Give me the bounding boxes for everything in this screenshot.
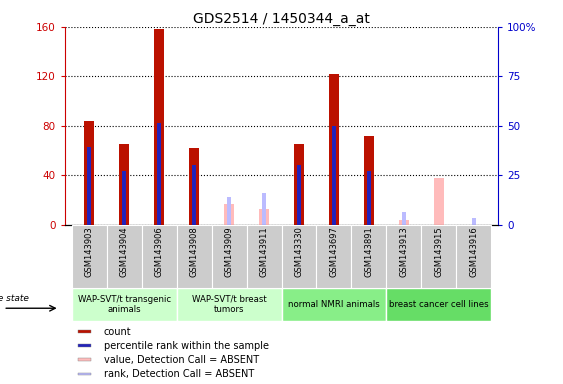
Title: GDS2514 / 1450344_a_at: GDS2514 / 1450344_a_at bbox=[193, 12, 370, 26]
Bar bbox=[192, 166, 196, 225]
Text: count: count bbox=[104, 327, 131, 337]
Bar bbox=[262, 192, 266, 225]
Bar bbox=[399, 220, 409, 225]
Text: GSM143915: GSM143915 bbox=[434, 227, 443, 277]
Bar bbox=[227, 197, 231, 225]
Text: value, Detection Call = ABSENT: value, Detection Call = ABSENT bbox=[104, 355, 259, 365]
Text: rank, Detection Call = ABSENT: rank, Detection Call = ABSENT bbox=[104, 369, 254, 379]
Bar bbox=[87, 147, 91, 225]
Text: GSM143330: GSM143330 bbox=[294, 227, 303, 277]
Bar bbox=[386, 225, 421, 288]
Bar bbox=[177, 288, 282, 321]
Bar bbox=[142, 225, 177, 288]
Bar bbox=[259, 209, 269, 225]
Bar bbox=[316, 225, 351, 288]
Bar bbox=[72, 225, 107, 288]
Bar bbox=[78, 331, 91, 333]
Text: GSM143697: GSM143697 bbox=[329, 227, 338, 277]
Text: GSM143904: GSM143904 bbox=[120, 227, 129, 277]
Bar bbox=[177, 225, 212, 288]
Bar bbox=[282, 225, 316, 288]
Text: WAP-SVT/t breast
tumors: WAP-SVT/t breast tumors bbox=[191, 295, 266, 314]
Bar bbox=[224, 204, 234, 225]
Bar bbox=[212, 225, 247, 288]
Text: GSM143906: GSM143906 bbox=[155, 227, 164, 277]
Text: disease state: disease state bbox=[0, 294, 29, 303]
Text: percentile rank within the sample: percentile rank within the sample bbox=[104, 341, 269, 351]
Bar bbox=[351, 225, 386, 288]
Bar bbox=[107, 225, 142, 288]
Text: WAP-SVT/t transgenic
animals: WAP-SVT/t transgenic animals bbox=[78, 295, 171, 314]
Bar bbox=[157, 123, 161, 225]
Bar bbox=[294, 144, 304, 225]
Bar bbox=[282, 288, 386, 321]
Text: GSM143891: GSM143891 bbox=[364, 227, 373, 277]
Text: GSM143916: GSM143916 bbox=[470, 227, 479, 277]
Text: normal NMRI animals: normal NMRI animals bbox=[288, 300, 380, 309]
Bar bbox=[367, 172, 371, 225]
Text: GSM143911: GSM143911 bbox=[260, 227, 269, 277]
Bar bbox=[247, 225, 282, 288]
Bar bbox=[154, 29, 164, 225]
Bar bbox=[386, 288, 491, 321]
Text: GSM143908: GSM143908 bbox=[190, 227, 199, 277]
Bar bbox=[434, 178, 444, 225]
Bar bbox=[332, 126, 336, 225]
Bar bbox=[421, 225, 456, 288]
Bar bbox=[122, 172, 126, 225]
Bar bbox=[78, 358, 91, 361]
Text: GSM143913: GSM143913 bbox=[399, 227, 408, 277]
Bar bbox=[329, 74, 339, 225]
Bar bbox=[72, 288, 177, 321]
Bar bbox=[84, 121, 94, 225]
Bar bbox=[78, 373, 91, 376]
Bar bbox=[297, 166, 301, 225]
Bar bbox=[364, 136, 374, 225]
Bar bbox=[402, 212, 406, 225]
Bar bbox=[456, 225, 491, 288]
Bar bbox=[189, 148, 199, 225]
Text: GSM143903: GSM143903 bbox=[84, 227, 93, 277]
Bar bbox=[472, 218, 476, 225]
Bar bbox=[119, 144, 129, 225]
Text: breast cancer cell lines: breast cancer cell lines bbox=[389, 300, 489, 309]
Text: GSM143909: GSM143909 bbox=[225, 227, 234, 277]
Bar bbox=[78, 344, 91, 347]
